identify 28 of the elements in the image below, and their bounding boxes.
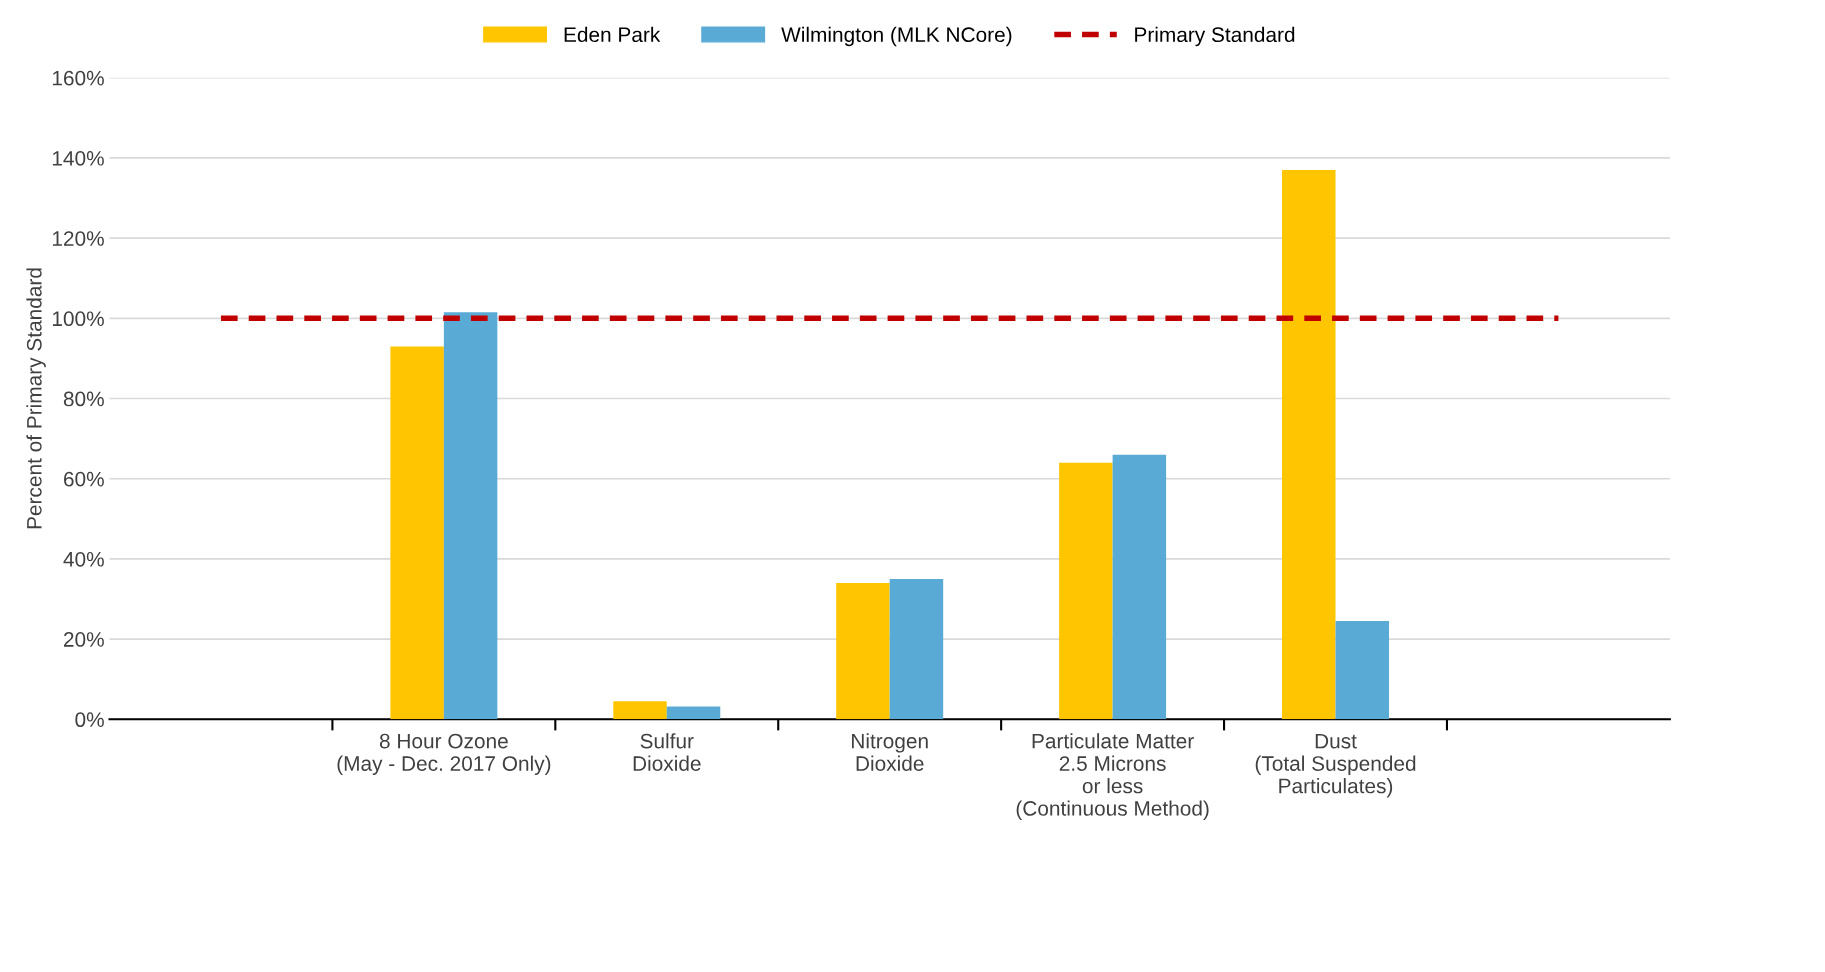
y-tick-label: 60% <box>64 471 104 487</box>
y-tick-label: 20% <box>63 632 104 647</box>
x-tick-label: Dust (Total Suspended Particulates) <box>1255 733 1416 798</box>
y-tick-label: 160% <box>52 70 104 86</box>
legend-label: Eden Park <box>564 26 661 43</box>
x-tick-label: Particulate Matter 2.5 Microns or less (Continuous Method) <box>1016 733 1209 820</box>
bar <box>1059 462 1113 720</box>
y-tick-label: 40% <box>63 551 104 567</box>
x-tick-label: Nitrogen Dioxide <box>852 733 928 771</box>
x-tick-label: 8 Hour Ozone (May - Dec. 2017 Only) <box>337 733 551 776</box>
bar <box>613 701 667 720</box>
bar <box>443 312 498 720</box>
bar <box>889 578 944 720</box>
bar <box>836 582 890 720</box>
y-tick-label: 140% <box>52 150 104 166</box>
legend-label: Wilmington (MLK NCore) <box>781 26 1012 47</box>
legend-label: Primary Standard <box>1135 26 1295 47</box>
y-tick-label: 80% <box>63 391 104 407</box>
y-tick-label: 0% <box>75 712 104 728</box>
y-tick-label: 120% <box>52 231 104 246</box>
bar <box>1112 454 1167 720</box>
bar <box>390 346 444 720</box>
bar <box>1335 621 1390 720</box>
bar <box>1282 169 1336 720</box>
y-axis-title: Percent of Primary Standard <box>26 268 46 529</box>
bar <box>666 706 721 720</box>
x-tick-label: Sulfur Dioxide <box>633 733 701 771</box>
y-tick-label: 100% <box>52 311 104 327</box>
